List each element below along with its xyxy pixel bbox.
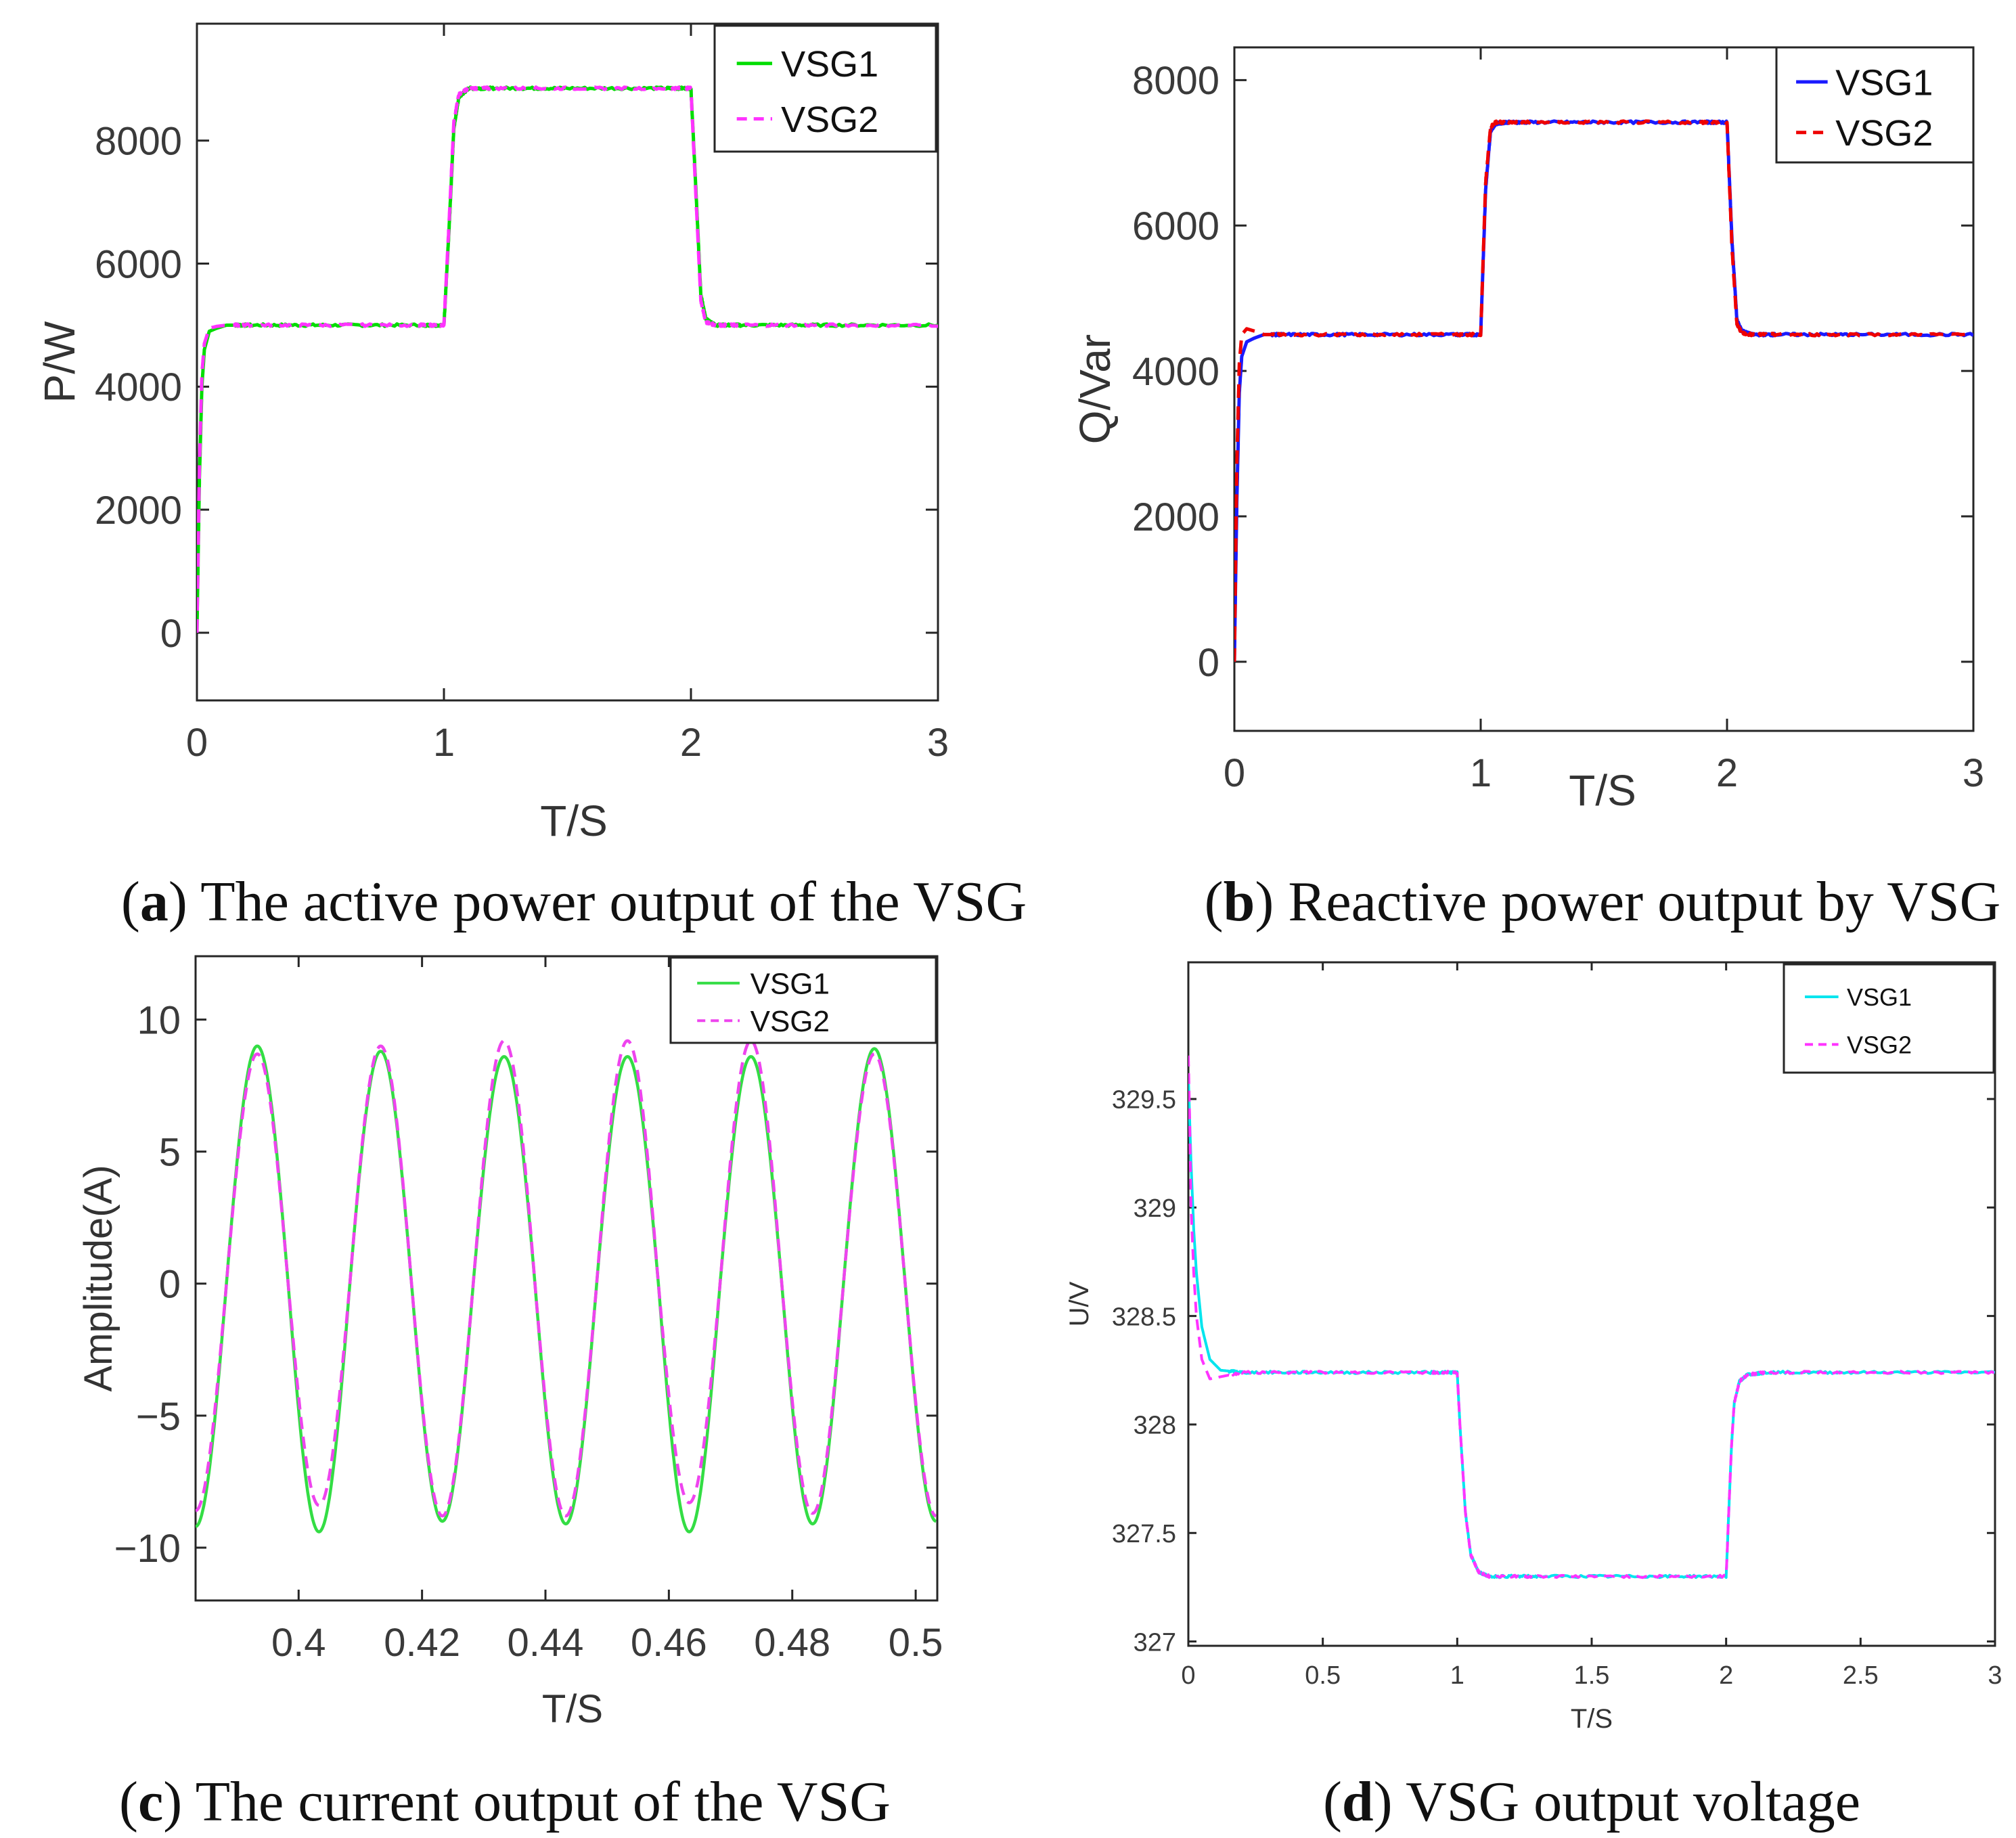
- x-tick-label: 0.42: [384, 1621, 460, 1665]
- y-tick-label: 4000: [95, 365, 182, 409]
- legend-label-vsg1: VSG1: [1835, 62, 1933, 103]
- y-tick-label: 328.5: [1112, 1303, 1176, 1331]
- caption-b: (b) Reactive power output by VSG: [1205, 870, 2001, 933]
- y-tick-label: 328: [1134, 1412, 1176, 1440]
- y-axis-title: U/V: [1065, 1281, 1094, 1326]
- caption-c: (c) The current output of the VSG: [119, 1770, 891, 1833]
- legend-box: [713, 24, 937, 153]
- legend-label-vsg1: VSG1: [751, 968, 830, 1001]
- y-tick-label: 329.5: [1112, 1086, 1176, 1115]
- x-tick-label: 0.46: [631, 1621, 707, 1665]
- caption-d: (d) VSG output voltage: [1323, 1770, 1860, 1833]
- legend-label-vsg2: VSG2: [1847, 1031, 1912, 1058]
- y-axis-title: Q/Var: [1071, 334, 1119, 444]
- chart-c: −10 −5 0 5 10 0.4 0.42 0.44 0.46 0.48 0.5 T/S Amplit…: [76, 955, 943, 1833]
- y-tick-label: 2000: [95, 489, 182, 533]
- y-tick-label: 6000: [95, 242, 182, 286]
- x-axis-title: T/S: [1569, 766, 1636, 815]
- x-tick-label: 0: [186, 721, 208, 765]
- series-line-vsg2: [1234, 119, 1973, 662]
- y-tick-label: 327.5: [1112, 1520, 1176, 1548]
- x-tick-label: 0: [1224, 751, 1245, 795]
- x-tick-label: 2: [1716, 751, 1738, 795]
- x-axis-title: T/S: [1571, 1704, 1613, 1734]
- x-tick-label: 0.44: [508, 1621, 584, 1665]
- chart-a: 0 2000 4000 6000 8000 0 1 2 3 T/S P/W VSG1 VSG2 (a) T…: [35, 22, 1027, 933]
- x-tick-label: 1: [1450, 1661, 1464, 1690]
- y-tick-label: 8000: [95, 120, 182, 164]
- plot-area-d: [1187, 961, 1996, 1647]
- chart-b: 0 2000 4000 6000 8000 0 1 2 3 T/S Q/Var VSG1 VSG2 (b)…: [1071, 46, 2001, 933]
- y-tick-label: 4000: [1132, 350, 1219, 394]
- caption-a: (a) The active power output of the VSG: [121, 870, 1027, 933]
- legend-box: [669, 956, 937, 1044]
- caption-letter: a: [140, 870, 169, 933]
- x-tick-label: 0.48: [754, 1621, 830, 1665]
- x-tick-label: 1.5: [1574, 1661, 1610, 1690]
- legend-label-vsg2: VSG2: [751, 1005, 830, 1038]
- series-line-vsg2: [197, 85, 938, 633]
- x-tick-label: 2: [680, 721, 702, 765]
- y-tick-label: 0: [159, 1263, 181, 1307]
- series-line-vsg2: [1188, 1055, 1995, 1579]
- x-tick-label: 0: [1181, 1661, 1195, 1690]
- x-axis-title: T/S: [540, 797, 608, 845]
- x-axis-title: T/S: [542, 1687, 603, 1731]
- series-group: [1234, 119, 1973, 662]
- legend-label-vsg2: VSG2: [781, 99, 878, 140]
- x-tick-label: 0.5: [889, 1621, 943, 1665]
- x-tick-label: 3: [1988, 1661, 2002, 1690]
- caption-letter: c: [138, 1770, 163, 1833]
- x-tick-label: 1: [1470, 751, 1492, 795]
- x-tick-label: 0.5: [1305, 1661, 1341, 1690]
- y-axis-title: P/W: [35, 321, 84, 403]
- series-group: [197, 85, 938, 633]
- series-line-vsg1: [196, 1044, 937, 1533]
- y-tick-label: 327: [1134, 1628, 1176, 1657]
- legend-label-vsg1: VSG1: [1847, 983, 1912, 1011]
- y-tick-label: 2000: [1132, 495, 1219, 539]
- y-axis-title: Amplitude(A): [76, 1165, 120, 1391]
- y-tick-label: 5: [159, 1131, 181, 1175]
- legend: VSG1 VSG2: [713, 24, 937, 153]
- x-tick-label: 1: [433, 721, 455, 765]
- caption-letter: d: [1342, 1770, 1374, 1833]
- y-tick-label: 6000: [1132, 204, 1219, 248]
- plot-area-c: [194, 955, 939, 1602]
- x-tick-label: 0.4: [271, 1621, 326, 1665]
- legend-box: [1783, 963, 1995, 1074]
- legend: VSG1 VSG2: [1783, 963, 1995, 1074]
- y-tick-label: 329: [1134, 1194, 1176, 1223]
- legend-label-vsg1: VSG1: [781, 44, 878, 85]
- legend-label-vsg2: VSG2: [1835, 113, 1933, 154]
- legend-box: [1775, 46, 1975, 164]
- x-tick-label: 3: [927, 721, 949, 765]
- y-tick-label: 10: [137, 999, 181, 1043]
- x-tick-label: 2.5: [1843, 1661, 1879, 1690]
- y-tick-label: −5: [136, 1395, 181, 1439]
- y-tick-label: 0: [1198, 641, 1219, 685]
- series-group: [1188, 1055, 1995, 1579]
- y-tick-label: −10: [114, 1527, 181, 1571]
- series-line-vsg2: [196, 1039, 937, 1518]
- x-tick-label: 2: [1719, 1661, 1733, 1690]
- legend: VSG1 VSG2: [1775, 46, 1975, 164]
- x-tick-label: 3: [1963, 751, 1984, 795]
- y-tick-label: 0: [160, 612, 182, 656]
- series-group: [196, 1039, 937, 1533]
- chart-d: 327 327.5 328 328.5 329 329.5 0 0.5 1 1.5 2 2.5 3 T/S…: [1065, 961, 2002, 1833]
- caption-letter: b: [1224, 870, 1255, 933]
- legend: VSG1 VSG2: [669, 956, 937, 1044]
- y-tick-label: 8000: [1132, 59, 1219, 103]
